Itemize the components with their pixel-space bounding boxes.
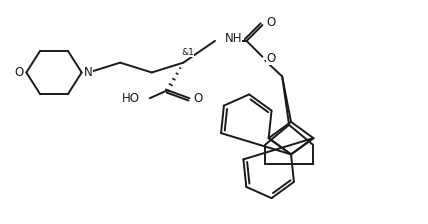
Text: O: O <box>193 92 202 105</box>
Text: N: N <box>84 66 93 79</box>
Text: &1: &1 <box>181 48 194 57</box>
Text: NH: NH <box>225 32 242 45</box>
Text: O: O <box>266 52 276 65</box>
Text: O: O <box>15 66 24 79</box>
Text: O: O <box>266 16 276 29</box>
Text: HO: HO <box>122 92 140 105</box>
